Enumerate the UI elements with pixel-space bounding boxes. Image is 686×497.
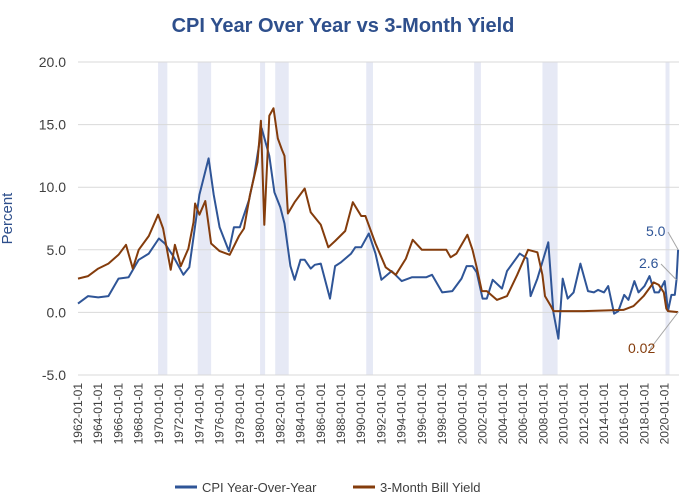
x-tick-label: 1998-01-01 (435, 383, 449, 445)
recession-band-4 (366, 62, 373, 375)
annotation-leader (660, 263, 677, 281)
recession-bands (158, 62, 670, 375)
x-tick-label: 2014-01-01 (597, 383, 611, 445)
series-line-cpi (77, 127, 680, 340)
x-tick-label: 2006-01-01 (516, 383, 530, 445)
annotation-label: 5.0 (646, 223, 666, 239)
x-tick-label: 1968-01-01 (132, 383, 146, 445)
recession-band-2 (260, 62, 266, 375)
series-line-bill-yield (77, 107, 679, 314)
x-tick-label: 1994-01-01 (395, 383, 409, 445)
annotation-leader (649, 311, 679, 350)
x-tick-label: 1962-01-01 (71, 383, 85, 445)
x-tick-label: 1970-01-01 (152, 383, 166, 445)
x-tick-label: 1974-01-01 (192, 383, 206, 445)
recession-band-6 (542, 62, 558, 375)
series-lines (77, 107, 680, 340)
y-axis-label: Percent (0, 192, 16, 245)
legend-label: 3-Month Bill Yield (380, 480, 480, 495)
annotations: 5.0 2.6 0.02 (628, 223, 679, 356)
x-tick-label: 1992-01-01 (374, 383, 388, 445)
x-tick-label: 1978-01-01 (233, 383, 247, 445)
x-tick-label: 1966-01-01 (111, 383, 125, 445)
recession-band-5 (474, 62, 481, 375)
x-tick-label: 1986-01-01 (314, 383, 328, 445)
x-tick-label: 2002-01-01 (476, 383, 490, 445)
x-tick-label: 2008-01-01 (536, 383, 550, 445)
x-tick-label: 1990-01-01 (354, 383, 368, 445)
recession-band-1 (197, 62, 212, 375)
x-tick-label: 1988-01-01 (334, 383, 348, 445)
x-tick-label: 1984-01-01 (294, 383, 308, 445)
x-tick-label: 1980-01-01 (253, 383, 267, 445)
x-tick-label: 1996-01-01 (415, 383, 429, 445)
legend: CPI Year-Over-Year 3-Month Bill Yield (175, 480, 480, 495)
y-tick-label: -5.0 (42, 367, 66, 383)
x-tick-label: 2020-01-01 (658, 383, 672, 445)
y-tick-labels: 20.0 15.0 10.0 5.0 0.0 -5.0 (39, 54, 66, 383)
x-tick-label: 2004-01-01 (496, 383, 510, 445)
y-tick-label: 0.0 (47, 304, 67, 320)
legend-label: CPI Year-Over-Year (202, 480, 317, 495)
annotation-label: 0.02 (628, 340, 655, 356)
x-tick-label: 1972-01-01 (172, 383, 186, 445)
y-tick-label: 15.0 (39, 117, 66, 133)
y-tick-label: 10.0 (39, 179, 66, 195)
annotation-leader (667, 231, 679, 251)
x-tick-label: 1964-01-01 (91, 383, 105, 445)
recession-band-3 (275, 62, 289, 375)
y-tick-label: 20.0 (39, 54, 66, 70)
x-tick-label: 2010-01-01 (557, 383, 571, 445)
x-tick-labels: 1962-01-01 1964-01-01 1966-01-01 1968-01-01… (71, 383, 672, 445)
chart-title: CPI Year Over Year vs 3-Month Yield (172, 15, 515, 37)
x-tick-label: 1982-01-01 (273, 383, 287, 445)
y-tick-label: 5.0 (47, 242, 67, 258)
x-tick-label: 2000-01-01 (455, 383, 469, 445)
x-tick-label: 1976-01-01 (213, 383, 227, 445)
recession-band-7 (665, 62, 670, 375)
x-tick-label: 2012-01-01 (577, 383, 591, 445)
gridlines (78, 61, 679, 376)
recession-band-0 (158, 62, 168, 375)
annotation-label: 2.6 (639, 255, 659, 271)
x-tick-label: 2016-01-01 (617, 383, 631, 445)
x-tick-label: 2018-01-01 (637, 383, 651, 445)
